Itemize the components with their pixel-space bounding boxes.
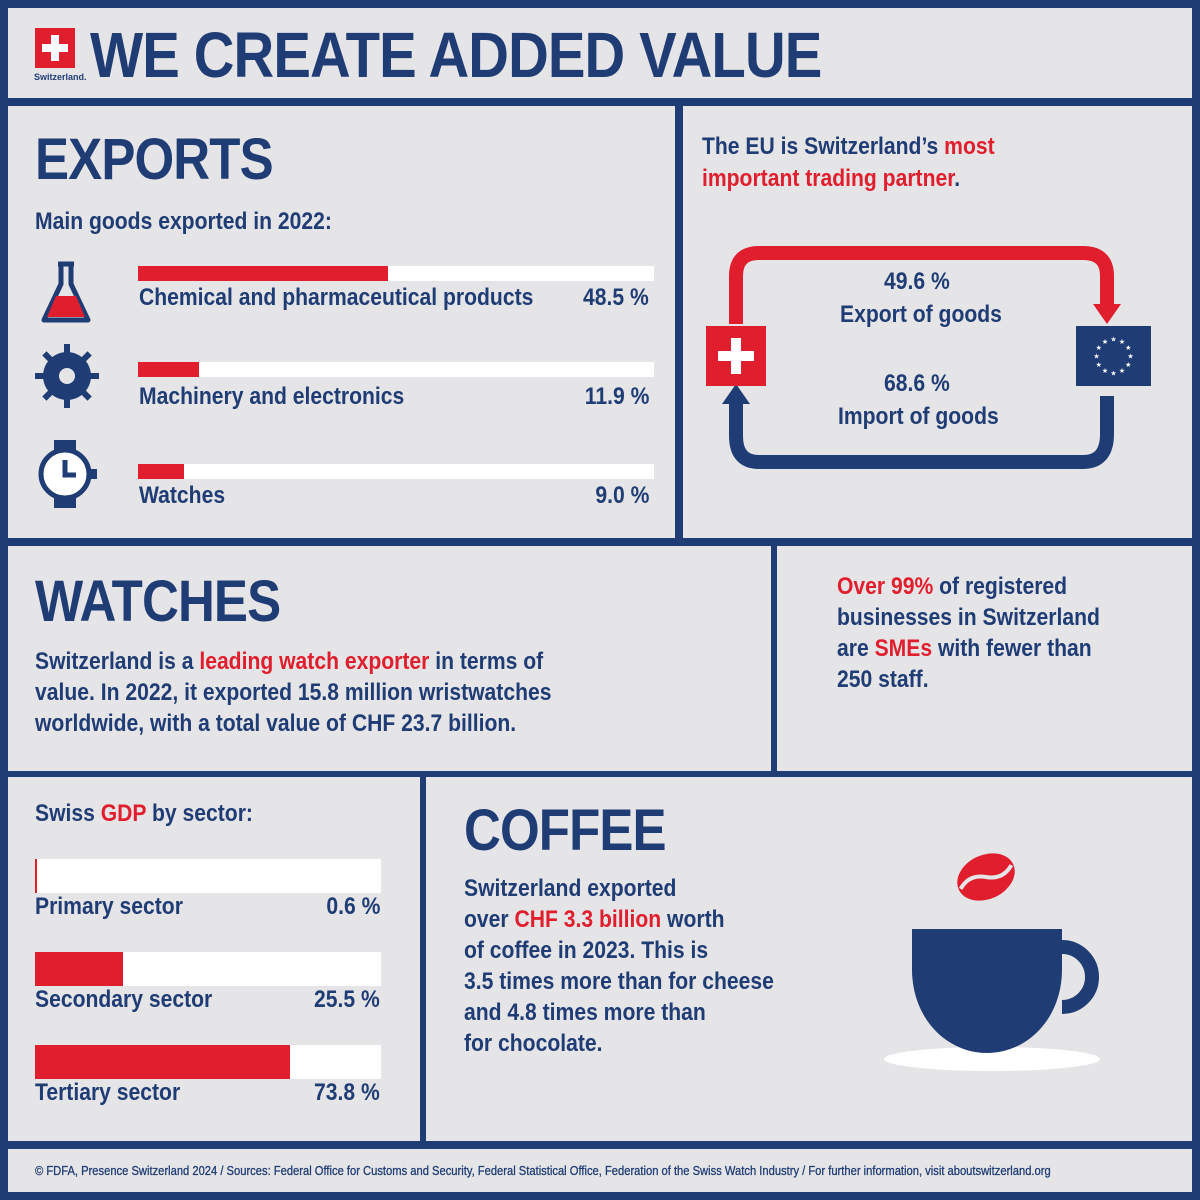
swiss-flag-logo: [35, 28, 75, 68]
watch-icon: [38, 440, 97, 508]
bar-label: Chemical and pharmaceutical products: [139, 284, 534, 311]
bar-fill: [138, 362, 200, 377]
bar-fill: [35, 859, 38, 893]
svg-text:★: ★: [1125, 344, 1131, 352]
sme-line2: businesses in Switzerland: [837, 604, 1100, 631]
bar-label: Tertiary sector: [35, 1079, 181, 1106]
svg-text:★: ★: [1102, 338, 1108, 346]
svg-text:★: ★: [1110, 370, 1116, 378]
bar-fill: [35, 952, 124, 986]
svg-text:★: ★: [1119, 367, 1125, 375]
bar-label: Primary sector: [35, 893, 183, 920]
sme-line3: are SMEs with fewer than: [837, 635, 1092, 662]
eu-flag-icon: ★★★★★★★★★ ★ ★★: [1076, 326, 1151, 386]
coffee-line1: Switzerland exported: [464, 875, 677, 902]
bar-fill: [138, 266, 389, 281]
coffee-bean-icon: [957, 853, 1015, 901]
exports-subtitle: Main goods exported in 2022:: [35, 208, 332, 235]
watches-text-line3: worldwide, with a total value of CHF 23.…: [35, 710, 517, 737]
coffee-line4: 3.5 times more than for cheese: [464, 968, 774, 995]
bar-track: [35, 1045, 381, 1079]
bar-value: 25.5 %: [314, 986, 380, 1013]
bar-value: 11.9 %: [584, 383, 649, 410]
logo-text: Switzerland.: [34, 72, 87, 82]
svg-text:★: ★: [1125, 361, 1131, 369]
coffee-panel: COFFEE Switzerland exported over CHF 3.3…: [426, 777, 1192, 1141]
bar-track: [138, 464, 654, 479]
header: Switzerland. WE CREATE ADDED VALUE: [8, 8, 1192, 98]
svg-text:★: ★: [1127, 353, 1133, 361]
bar-fill: [35, 1045, 291, 1079]
bar-value: 9.0 %: [594, 482, 649, 509]
bar-value: 73.8 %: [314, 1079, 380, 1106]
sme-line4: 250 staff.: [837, 666, 929, 693]
coffee-cup-icon: [884, 853, 1100, 1071]
watches-text-line1: Switzerland is a leading watch exporter …: [35, 648, 544, 675]
coffee-line2: over CHF 3.3 billion worth: [464, 906, 725, 933]
svg-text:★: ★: [1096, 344, 1102, 352]
coffee-line5: and 4.8 times more than: [464, 999, 706, 1026]
watches-panel: WATCHES Switzerland is a leading watch e…: [8, 546, 771, 771]
bar-fill: [138, 464, 185, 479]
swiss-flag-icon: [706, 326, 766, 386]
export-arrow: [729, 246, 1114, 324]
eu-panel: The EU is Switzerland’s most important t…: [683, 106, 1192, 538]
export-value: 49.6 %: [884, 268, 950, 295]
sme-panel: Over 99% of registered businesses in Swi…: [777, 546, 1192, 771]
eu-text-line2: important trading partner.: [702, 165, 961, 192]
exports-title: EXPORTS: [35, 127, 274, 192]
eu-text-line1: The EU is Switzerland’s most: [702, 133, 995, 160]
import-arrow: [729, 396, 1114, 469]
sme-line1: Over 99% of registered: [837, 573, 1068, 600]
svg-text:★: ★: [1093, 353, 1099, 361]
bar-track: [35, 859, 381, 893]
coffee-title: COFFEE: [464, 798, 667, 863]
bar-value: 48.5 %: [583, 284, 649, 311]
export-label: Export of goods: [840, 301, 1002, 328]
page-title: WE CREATE ADDED VALUE: [90, 19, 822, 91]
watches-title: WATCHES: [35, 569, 281, 634]
bar-label: Machinery and electronics: [139, 383, 405, 410]
bar-label: Secondary sector: [35, 986, 213, 1013]
coffee-line3: of coffee in 2023. This is: [464, 937, 709, 964]
coffee-line6: for chocolate.: [464, 1030, 603, 1057]
svg-text:★: ★: [1119, 338, 1125, 346]
import-value: 68.6 %: [884, 370, 950, 397]
bar-track: [35, 952, 381, 986]
bar-value: 0.6 %: [325, 893, 380, 920]
svg-text:★: ★: [1110, 336, 1116, 344]
gdp-panel: Swiss GDP by sector: Primary sector 0.6 %…: [8, 777, 420, 1141]
svg-text:★: ★: [1102, 367, 1108, 375]
import-label: Import of goods: [838, 403, 999, 430]
bar-track: [138, 362, 654, 377]
watches-text-line2: value. In 2022, it exported 15.8 million…: [35, 679, 552, 706]
footer: © FDFA, Presence Switzerland 2024 / Sour…: [8, 1149, 1192, 1192]
gdp-title: Swiss GDP by sector:: [35, 800, 253, 827]
trade-arrows: [722, 246, 1121, 469]
bar-label: Watches: [139, 482, 226, 509]
footer-text: © FDFA, Presence Switzerland 2024 / Sour…: [35, 1163, 1051, 1178]
bar-track: [138, 266, 654, 281]
flask-icon: [41, 261, 91, 323]
gear-icon: [33, 342, 101, 410]
svg-text:★: ★: [1096, 361, 1102, 369]
exports-panel: EXPORTS Main goods exported in 2022: Che…: [8, 106, 675, 538]
